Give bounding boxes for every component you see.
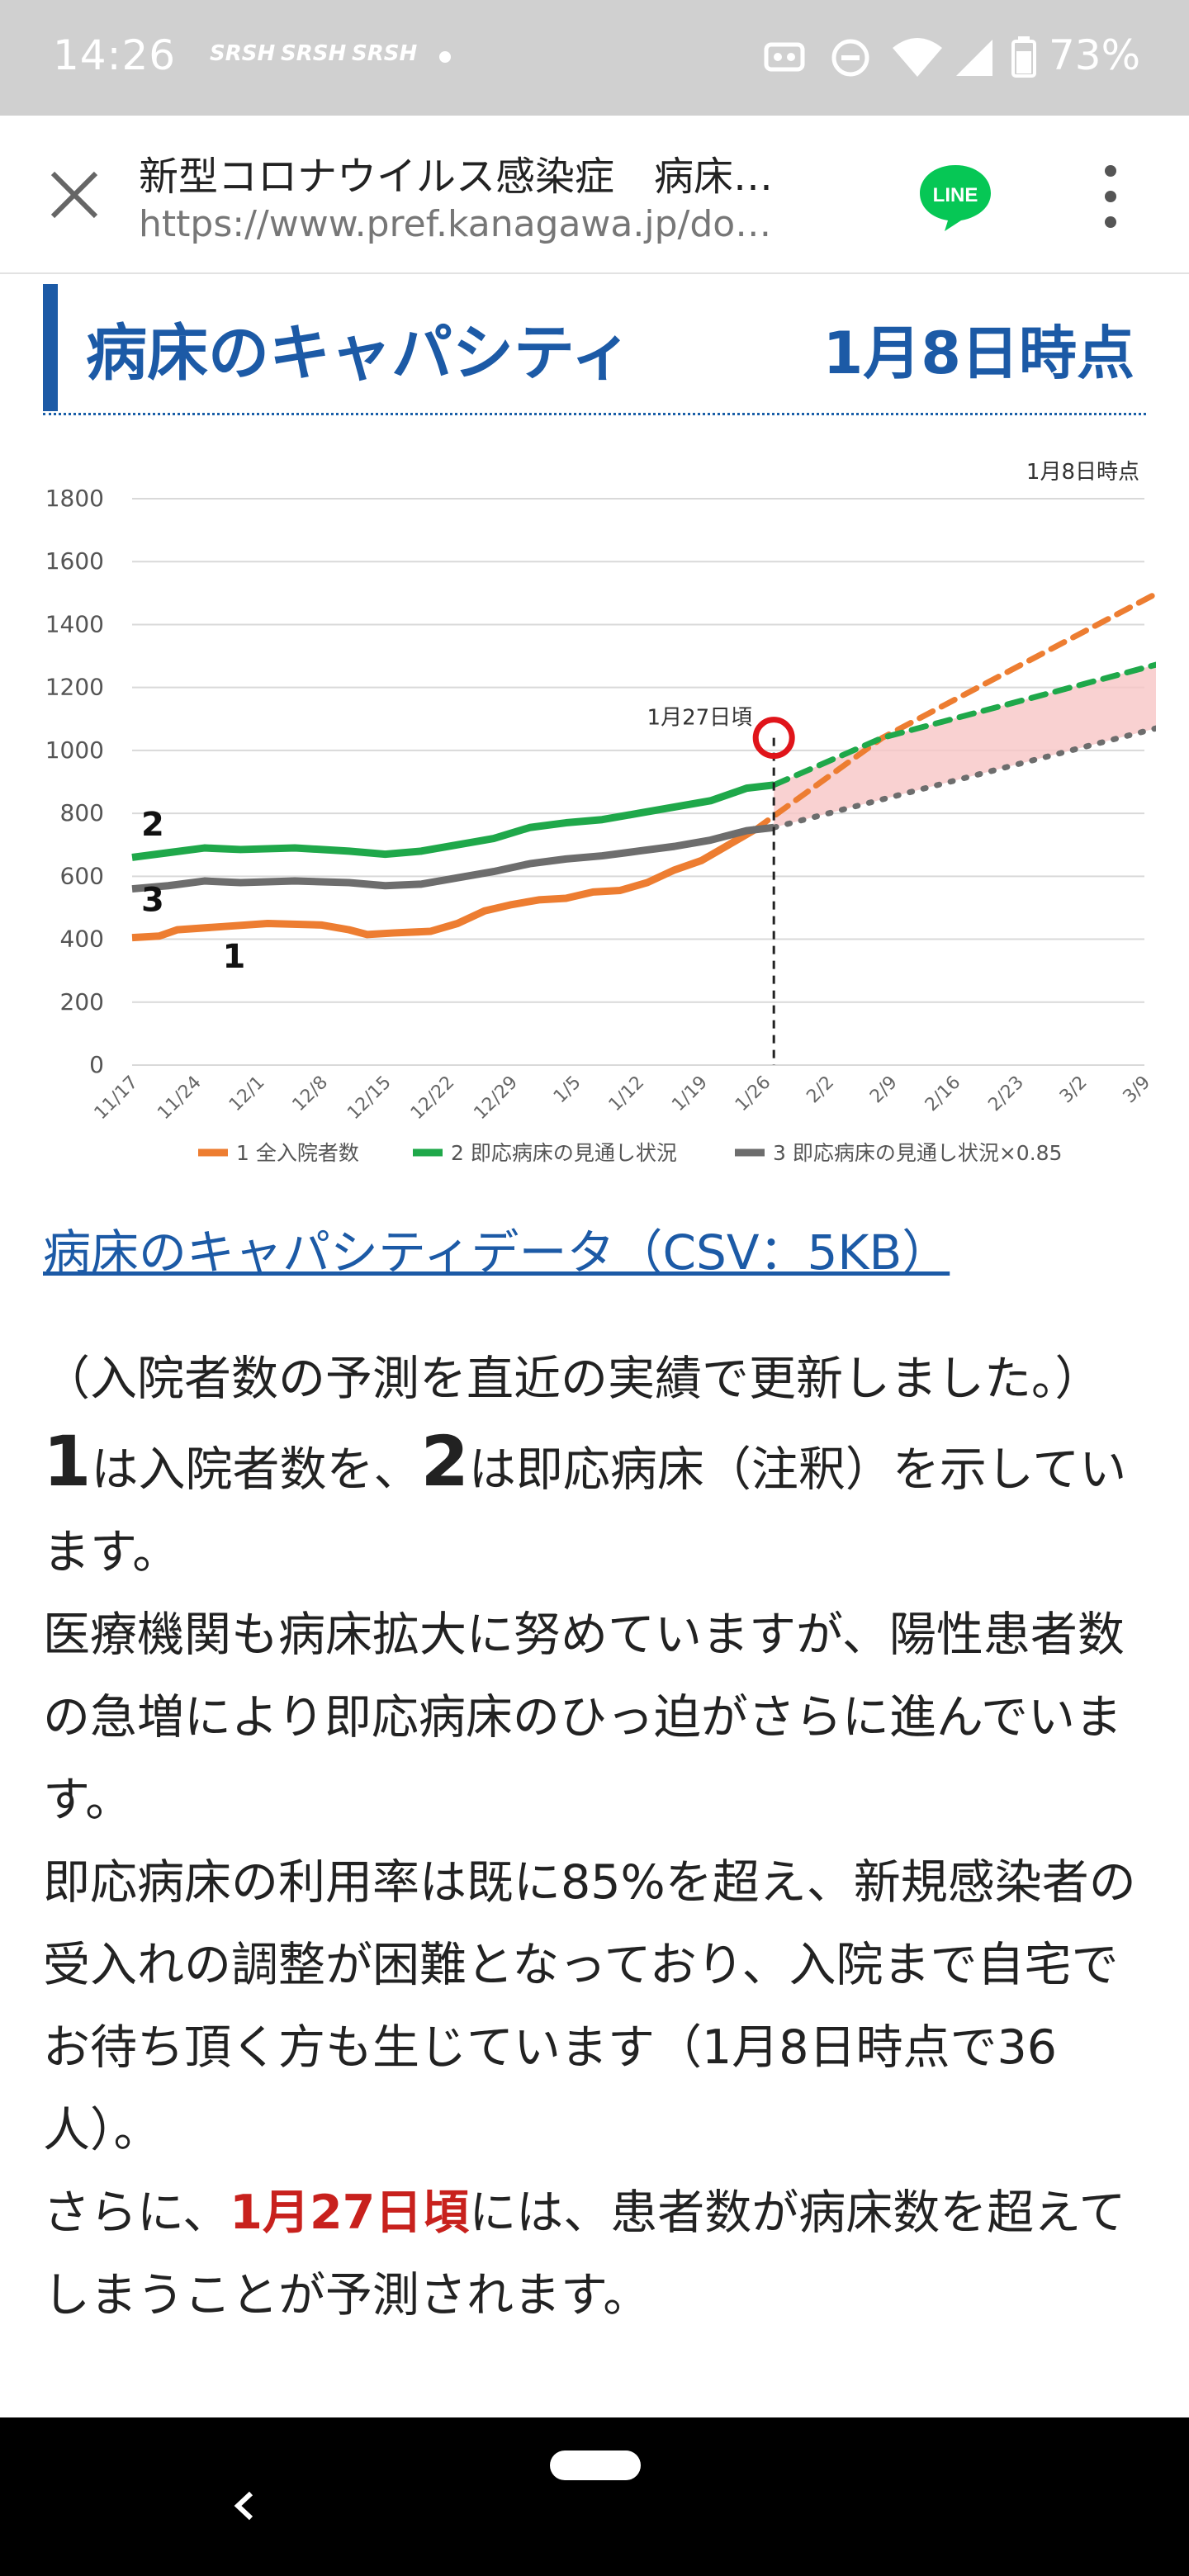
y-tick-label: 1000 bbox=[45, 736, 104, 764]
page-url[interactable]: https://www.pref.kanagawa.jp/do… bbox=[139, 203, 772, 245]
heading-accent-bar bbox=[43, 284, 58, 411]
series-2-actual-line bbox=[131, 781, 775, 861]
line-share-button[interactable]: LINE bbox=[917, 162, 994, 233]
x-tick-label: 2/9 bbox=[866, 1073, 902, 1108]
chart-legend: 1 全入院者数 2 即応病床の見通し状況 3 即応病床の見通し状況×0.85 bbox=[198, 1141, 1062, 1165]
explanation-text-b: は即応病床（注釈）を示しています。 bbox=[43, 1442, 1127, 1579]
x-tick-label: 1/26 bbox=[732, 1073, 775, 1116]
line-label: LINE bbox=[933, 184, 978, 206]
legend-explanation: 1は入院者数を、2は即応病床（注釈）を示しています。 bbox=[43, 1420, 1149, 1593]
forecast-paragraph: さらに、1月27日頃には、患者数が病床数を超えてしまうことが予測されます。 bbox=[43, 2171, 1149, 2337]
y-tick-label: 1200 bbox=[45, 674, 104, 701]
x-tick-label: 2/2 bbox=[803, 1073, 838, 1108]
y-tick-label: 600 bbox=[60, 862, 104, 889]
update-note: （入院者数の予測を直近の実績で更新しました。） bbox=[43, 1352, 1102, 1406]
notification-icon: SRSH bbox=[281, 41, 347, 66]
x-axis-ticks: 11/17 11/24 12/1 12/8 12/15 12/22 12/29 1/5 1/12… bbox=[91, 1073, 1155, 1125]
signal-icon bbox=[956, 40, 992, 76]
series-1-actual-line bbox=[131, 826, 758, 942]
heading-title: 病床のキャパシティ bbox=[86, 318, 632, 389]
chart-date-note: 1月8日時点 bbox=[1026, 460, 1139, 485]
legend-label: 3 即応病床の見通し状況×0.85 bbox=[773, 1141, 1062, 1165]
more-notifications-dot bbox=[439, 51, 451, 63]
y-tick-label: 1400 bbox=[45, 610, 104, 637]
csv-download-link[interactable]: 病床のキャパシティデータ（CSV：5KB） bbox=[43, 1224, 950, 1281]
navigation-bar bbox=[0, 2417, 1189, 2576]
y-tick-label: 800 bbox=[60, 799, 104, 826]
forecast-date: 1月27日頃 bbox=[230, 2185, 470, 2240]
series-3-actual-line bbox=[131, 823, 775, 893]
status-bar: 14:26 SRSH SRSH SRSH 73% bbox=[0, 0, 1189, 116]
series-3-number-label: 3 bbox=[141, 881, 164, 919]
capacity-shade-area bbox=[774, 665, 1156, 828]
article-body: （入院者数の予測を直近の実績で更新しました。） 1は入院者数を、2は即応病床（注… bbox=[43, 1338, 1149, 2337]
crossover-annotation: 1月27日頃 bbox=[647, 706, 753, 731]
number-2: 2 bbox=[420, 1421, 469, 1502]
y-tick-label: 1600 bbox=[45, 547, 104, 575]
browser-toolbar: 新型コロナウイルス感染症 病床… https://www.pref.kanaga… bbox=[0, 116, 1189, 274]
series-2-number-label: 2 bbox=[141, 806, 164, 844]
more-menu-icon[interactable] bbox=[1098, 165, 1123, 231]
x-tick-label: 3/2 bbox=[1056, 1073, 1092, 1108]
x-tick-label: 12/29 bbox=[470, 1073, 522, 1125]
y-tick-label: 400 bbox=[60, 926, 104, 953]
number-1: 1 bbox=[43, 1421, 92, 1502]
x-tick-label: 12/15 bbox=[343, 1073, 396, 1125]
x-tick-label: 1/12 bbox=[605, 1073, 649, 1116]
status-time: 14:26 bbox=[53, 31, 177, 79]
chart-grid bbox=[132, 498, 1144, 1066]
home-pill[interactable] bbox=[550, 2451, 641, 2480]
close-icon[interactable] bbox=[43, 163, 106, 226]
x-tick-label: 12/8 bbox=[289, 1073, 333, 1116]
notification-icon: SRSH bbox=[210, 41, 276, 66]
x-tick-label: 2/16 bbox=[921, 1073, 965, 1116]
series-number-labels: 1 2 3 bbox=[141, 806, 245, 976]
x-tick-label: 1/19 bbox=[668, 1073, 712, 1116]
series-1-number-label: 1 bbox=[222, 938, 245, 976]
series-1-forecast-line bbox=[752, 590, 1156, 832]
vr-icon bbox=[764, 42, 805, 72]
page-title: 新型コロナウイルス感染症 病床… bbox=[139, 154, 774, 200]
x-tick-label: 12/1 bbox=[225, 1073, 269, 1116]
section-heading: 病床のキャパシティ 1月8日時点 bbox=[43, 284, 1146, 415]
legend-label: 2 即応病床の見通し状況 bbox=[451, 1141, 677, 1165]
y-tick-label: 0 bbox=[89, 1051, 104, 1078]
forecast-text-a: さらに、 bbox=[43, 2185, 230, 2240]
forecast-text-b: には、患者数が病床数を超えてしまうことが予測されます。 bbox=[43, 2185, 1126, 2323]
legend-label: 1 全入院者数 bbox=[236, 1141, 359, 1165]
heading-date: 1月8日時点 bbox=[822, 320, 1135, 387]
x-tick-label: 12/22 bbox=[407, 1073, 459, 1125]
notification-icon: SRSH bbox=[352, 41, 418, 66]
utilization-paragraph: 即応病床の利用率は既に85%を超え、新規感染者の受入れの調整が困難となっており、… bbox=[43, 1855, 1136, 2157]
y-tick-label: 200 bbox=[60, 988, 104, 1016]
series-3-forecast-line bbox=[770, 725, 1156, 831]
y-axis-ticks: 0 200 400 600 800 1000 1200 1400 1600 1800 bbox=[45, 485, 104, 1078]
battery-percent: 73% bbox=[1049, 31, 1141, 79]
x-tick-label: 11/17 bbox=[91, 1073, 143, 1125]
x-tick-label: 2/23 bbox=[984, 1073, 1028, 1116]
x-tick-label: 11/24 bbox=[154, 1073, 206, 1125]
crossover-marker bbox=[752, 717, 795, 760]
dnd-icon bbox=[831, 39, 869, 77]
x-tick-label: 1/5 bbox=[550, 1073, 585, 1108]
hospital-paragraph: 医療機関も病床拡大に努めていますが、陽性患者数の急増により即応病床のひっ迫がさら… bbox=[43, 1608, 1125, 1827]
wifi-icon bbox=[893, 38, 942, 77]
y-tick-label: 1800 bbox=[45, 485, 104, 512]
chart-series bbox=[131, 590, 1156, 942]
explanation-text-a: は入院者数を、 bbox=[91, 1442, 421, 1497]
series-2-forecast-line bbox=[770, 661, 1156, 788]
back-icon[interactable] bbox=[225, 2485, 266, 2526]
x-tick-label: 3/9 bbox=[1120, 1073, 1155, 1108]
battery-icon bbox=[1011, 36, 1036, 78]
